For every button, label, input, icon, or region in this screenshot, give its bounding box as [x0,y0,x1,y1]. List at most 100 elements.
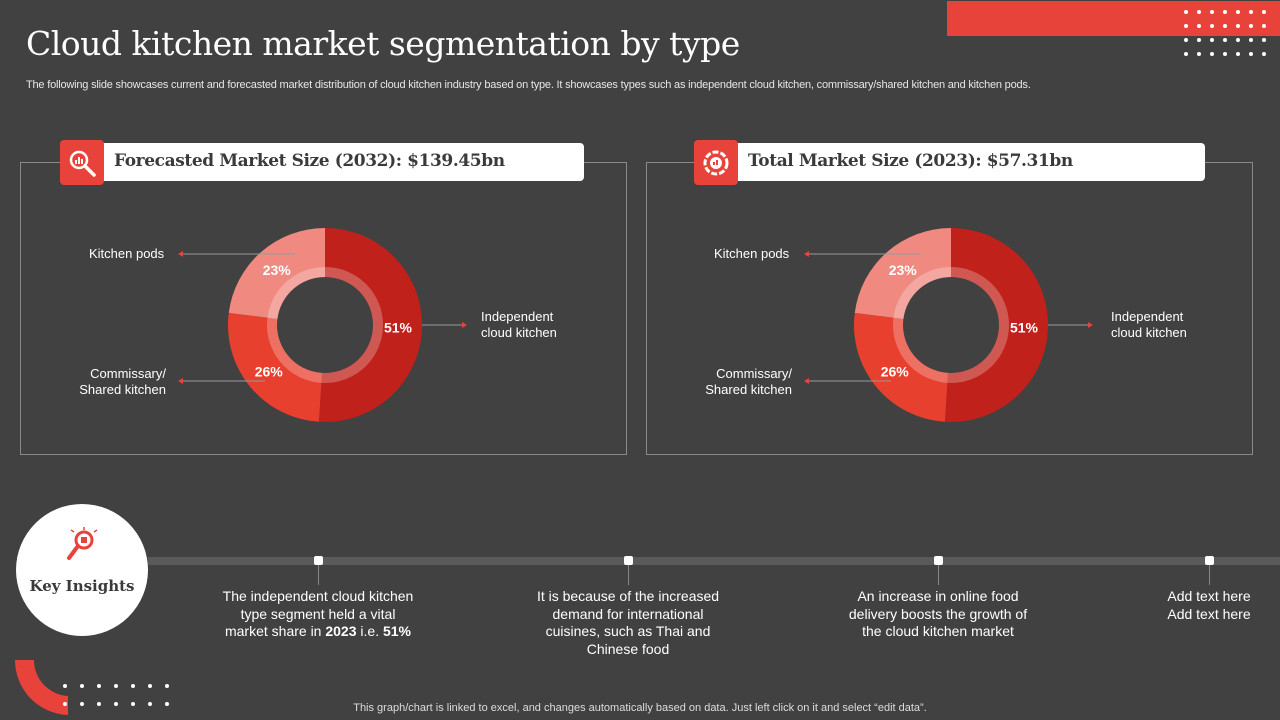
data-label-pods: 23% [889,262,918,278]
arrow-icon [462,322,467,328]
decor-dot [1249,52,1253,56]
data-label-independent: 51% [1010,319,1039,335]
decor-dot [97,702,101,706]
decor-dot [165,684,169,688]
timeline-marker [934,556,943,565]
label-commissary: Commissary/Shared kitchen [704,366,792,398]
decor-dot [1223,52,1227,56]
donut-inner-ring [267,267,383,383]
arrow-icon [804,378,809,384]
timeline-stem [628,565,629,585]
decor-dot [80,684,84,688]
key-insights-badge: Key Insights [16,504,148,636]
data-label-independent: 51% [384,319,413,335]
label-line: Shared kitchen [705,382,792,397]
donut-slice-commissary [854,312,948,422]
bulb-magnifier-icon [67,527,98,560]
decor-dot [1184,10,1188,14]
decor-dot [80,702,84,706]
decorative-quarter-ring [14,660,68,715]
decor-dot [1262,38,1266,42]
timeline-bar [148,557,1280,565]
decor-dot [1197,10,1201,14]
total-title: Total Market Size (2023): $57.31bn [748,151,1073,171]
footer-note: This graph/chart is linked to excel, and… [353,702,927,714]
timeline-marker [624,556,633,565]
decor-dot [1249,10,1253,14]
decor-dot [1223,10,1227,14]
label-commissary: Commissary/Shared kitchen [78,366,166,398]
donut-slice-commissary [228,312,322,422]
insight-4: Add text here Add text here [1167,588,1251,622]
decor-dot [131,684,135,688]
magnifier-chart-icon [60,140,104,185]
decor-dot [1184,38,1188,42]
arrow-icon [804,251,809,257]
donut-slice-pods [854,227,951,319]
data-label-commissary: 26% [881,364,910,380]
arrow-icon [178,251,183,257]
label-kitchen-pods: Kitchen pods [714,246,790,261]
decor-dot [1184,24,1188,28]
decor-dot [114,684,118,688]
decor-dot [1223,24,1227,28]
donut-inner-ring [893,267,1009,383]
label-line: Shared kitchen [79,382,166,397]
decor-dot [131,702,135,706]
arrow-icon [1088,322,1093,328]
insight-2: It is because of the increased demand fo… [536,588,720,657]
decor-dot [1210,38,1214,42]
donut-slice-independent [318,228,422,422]
data-label-pods: 23% [263,262,292,278]
timeline-stem [1209,565,1210,585]
label-independent: Independent cloud kitchen [1111,309,1187,341]
decor-dot [1236,38,1240,42]
label-line: cloud kitchen [481,325,557,340]
label-line: Independent [481,309,554,324]
decor-dot [1262,24,1266,28]
decor-dot [1262,52,1266,56]
gauge-icon [694,140,738,185]
decor-dot [63,684,67,688]
decor-dot [1197,52,1201,56]
total-header: Total Market Size (2023): $57.31bn [694,143,1205,181]
timeline-marker [1205,556,1214,565]
decor-dot [1236,10,1240,14]
decor-dot [1210,52,1214,56]
decor-dot [148,684,152,688]
decor-dot [1210,10,1214,14]
timeline-marker [314,556,323,565]
timeline-stem [318,565,319,585]
page-subtitle: The following slide showcases current an… [26,79,1031,91]
forecast-header: Forecasted Market Size (2032): $139.45bn [60,143,584,181]
decor-dot [1210,24,1214,28]
key-insights-title: Key Insights [29,577,135,595]
decor-dot [148,702,152,706]
data-label-commissary: 26% [255,364,284,380]
page-title: Cloud kitchen market segmentation by typ… [26,24,740,63]
decor-dot [1236,24,1240,28]
decor-dot [1236,52,1240,56]
decor-dot [1249,24,1253,28]
insight-bold: 2023 [325,623,357,639]
decor-dot [1184,52,1188,56]
decor-dot [63,702,67,706]
decor-dot [97,684,101,688]
donut-slice-pods [228,227,325,319]
insight-bold: 51% [382,623,412,639]
label-line: Independent [1111,309,1184,324]
label-independent: Independent cloud kitchen [481,309,557,341]
decor-dot [1223,38,1227,42]
timeline-stem [938,565,939,585]
label-line: cloud kitchen [1111,325,1187,340]
arrow-icon [178,378,183,384]
decor-dot [1197,24,1201,28]
insight-text: The independent cloud kitchen type segme… [222,588,414,639]
decor-dot [1249,38,1253,42]
decor-dot [1197,38,1201,42]
decorative-top-bar [947,1,1280,36]
forecast-title: Forecasted Market Size (2032): $139.45bn [114,151,505,171]
decor-dot [114,702,118,706]
label-kitchen-pods: Kitchen pods [89,246,165,261]
